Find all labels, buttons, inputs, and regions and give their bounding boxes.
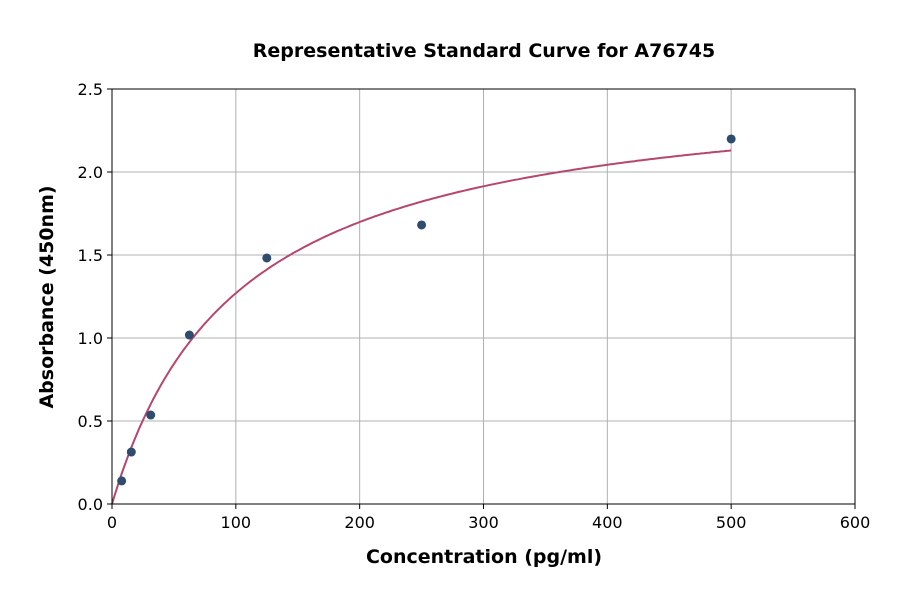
y-tick-label: 0.0 bbox=[78, 495, 103, 514]
data-point bbox=[126, 447, 136, 457]
data-point bbox=[146, 410, 156, 420]
x-tick-label: 200 bbox=[344, 513, 375, 532]
y-tick-label: 2.0 bbox=[78, 163, 103, 182]
y-axis-ticks: 0.0 0.5 1.0 1.5 2.0 2.5 bbox=[78, 80, 112, 514]
chart-title: Representative Standard Curve for A76745 bbox=[253, 40, 715, 62]
x-tick-label: 500 bbox=[716, 513, 747, 532]
x-tick-label: 600 bbox=[840, 513, 871, 532]
data-point bbox=[726, 134, 736, 144]
y-tick-label: 2.5 bbox=[78, 80, 103, 99]
grid bbox=[111, 88, 856, 505]
y-tick-label: 1.5 bbox=[78, 246, 103, 265]
x-tick-label: 0 bbox=[107, 513, 117, 532]
data-point bbox=[417, 220, 427, 230]
x-axis-label: Concentration (pg/ml) bbox=[366, 546, 602, 568]
data-point bbox=[117, 476, 127, 486]
data-points bbox=[117, 134, 736, 486]
x-tick-label: 100 bbox=[221, 513, 252, 532]
x-tick-label: 300 bbox=[468, 513, 499, 532]
data-point bbox=[262, 253, 272, 263]
y-axis-label: Absorbance (450nm) bbox=[36, 185, 58, 408]
y-tick-label: 1.0 bbox=[78, 329, 103, 348]
data-point bbox=[184, 330, 194, 340]
x-axis-ticks: 0 100 200 300 400 500 600 bbox=[107, 504, 870, 532]
x-tick-label: 400 bbox=[592, 513, 623, 532]
y-tick-label: 0.5 bbox=[78, 412, 103, 431]
fit-curve bbox=[111, 149, 732, 505]
